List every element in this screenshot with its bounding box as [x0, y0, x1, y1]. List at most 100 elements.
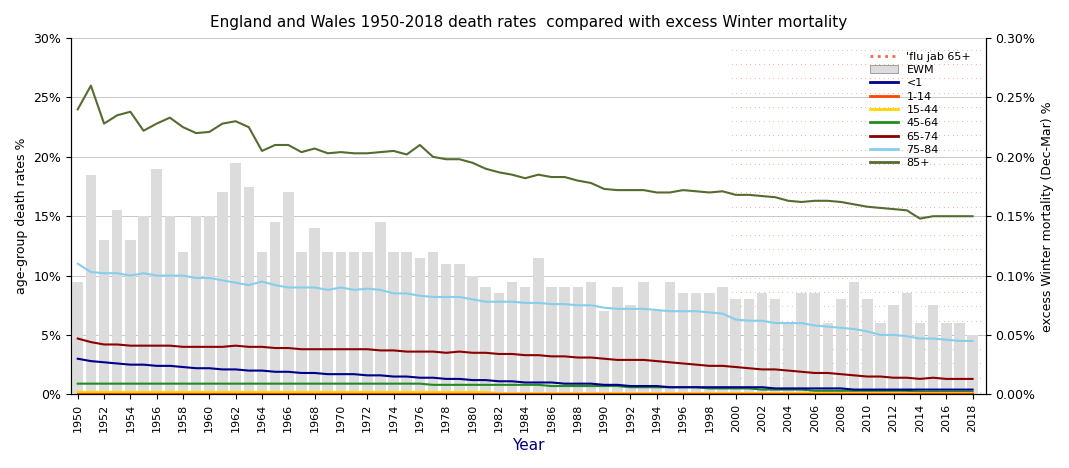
- Point: [870, 160, 887, 168]
- Point: [870, 288, 887, 296]
- Point: [884, 60, 901, 68]
- Point: [889, 331, 907, 339]
- Bar: [704, 293, 715, 395]
- Point: [838, 374, 855, 381]
- Point: [921, 374, 939, 381]
- Point: [889, 274, 907, 282]
- Point: [866, 189, 883, 196]
- Point: [816, 103, 833, 111]
- Point: [784, 360, 801, 367]
- Point: [810, 203, 827, 211]
- Point: [824, 189, 841, 196]
- Point: [866, 360, 883, 367]
- Point: [843, 303, 861, 310]
- Point: [935, 60, 952, 68]
- Point: [884, 345, 901, 353]
- Point: [742, 274, 759, 282]
- Point: [940, 388, 957, 396]
- Point: [940, 303, 957, 310]
- Point: [756, 260, 773, 268]
- Point: [852, 232, 869, 239]
- Point: [806, 317, 823, 324]
- Point: [724, 146, 741, 154]
- Bar: [309, 228, 320, 395]
- Point: [898, 217, 915, 225]
- Point: [930, 189, 947, 196]
- Point: [972, 317, 989, 324]
- Point: [889, 189, 907, 196]
- Point: [810, 146, 827, 154]
- Point: [816, 46, 833, 54]
- Point: [876, 388, 893, 396]
- Point: [830, 117, 847, 125]
- Point: [876, 246, 893, 253]
- Point: [848, 175, 865, 182]
- Bar: [730, 300, 741, 395]
- Point: [894, 132, 911, 139]
- Point: [820, 203, 837, 211]
- Point: [788, 175, 805, 182]
- Point: [796, 246, 814, 253]
- Point: [862, 260, 879, 268]
- Point: [862, 274, 879, 282]
- Point: [898, 160, 915, 168]
- Point: [742, 246, 759, 253]
- Point: [894, 388, 911, 396]
- Point: [903, 203, 920, 211]
- Point: [732, 232, 749, 239]
- Point: [764, 146, 781, 154]
- Point: [746, 146, 763, 154]
- Point: [824, 60, 841, 68]
- Point: [756, 232, 773, 239]
- Point: [866, 274, 883, 282]
- Point: [834, 303, 851, 310]
- Point: [737, 60, 754, 68]
- Point: [724, 132, 741, 139]
- Point: [810, 175, 827, 182]
- Point: [894, 60, 911, 68]
- Point: [876, 189, 893, 196]
- Point: [760, 189, 777, 196]
- Point: [760, 288, 777, 296]
- Point: [746, 203, 763, 211]
- Point: [778, 331, 795, 339]
- Point: [954, 60, 971, 68]
- Point: [737, 117, 754, 125]
- Point: [820, 217, 837, 225]
- Point: [940, 274, 957, 282]
- Bar: [375, 222, 386, 395]
- Point: [921, 260, 939, 268]
- Point: [870, 46, 887, 54]
- Point: [778, 46, 795, 54]
- Point: [838, 160, 855, 168]
- Point: [802, 388, 819, 396]
- Point: [944, 46, 961, 54]
- Point: [963, 232, 980, 239]
- Point: [802, 345, 819, 353]
- Point: [884, 288, 901, 296]
- Point: [778, 189, 795, 196]
- Point: [792, 203, 809, 211]
- Point: [732, 274, 749, 282]
- Point: [774, 146, 791, 154]
- Point: [760, 160, 777, 168]
- Point: [816, 303, 833, 310]
- Point: [903, 288, 920, 296]
- Point: [816, 246, 833, 253]
- Point: [830, 203, 847, 211]
- Point: [856, 103, 873, 111]
- Point: [750, 46, 768, 54]
- Point: [940, 360, 957, 367]
- Point: [930, 274, 947, 282]
- Point: [784, 374, 801, 381]
- Point: [843, 132, 861, 139]
- Point: [908, 303, 925, 310]
- Point: [746, 274, 763, 282]
- Point: [816, 160, 833, 168]
- Point: [866, 160, 883, 168]
- Point: [958, 103, 975, 111]
- Point: [728, 388, 745, 396]
- Point: [796, 46, 814, 54]
- Point: [746, 303, 763, 310]
- Point: [954, 345, 971, 353]
